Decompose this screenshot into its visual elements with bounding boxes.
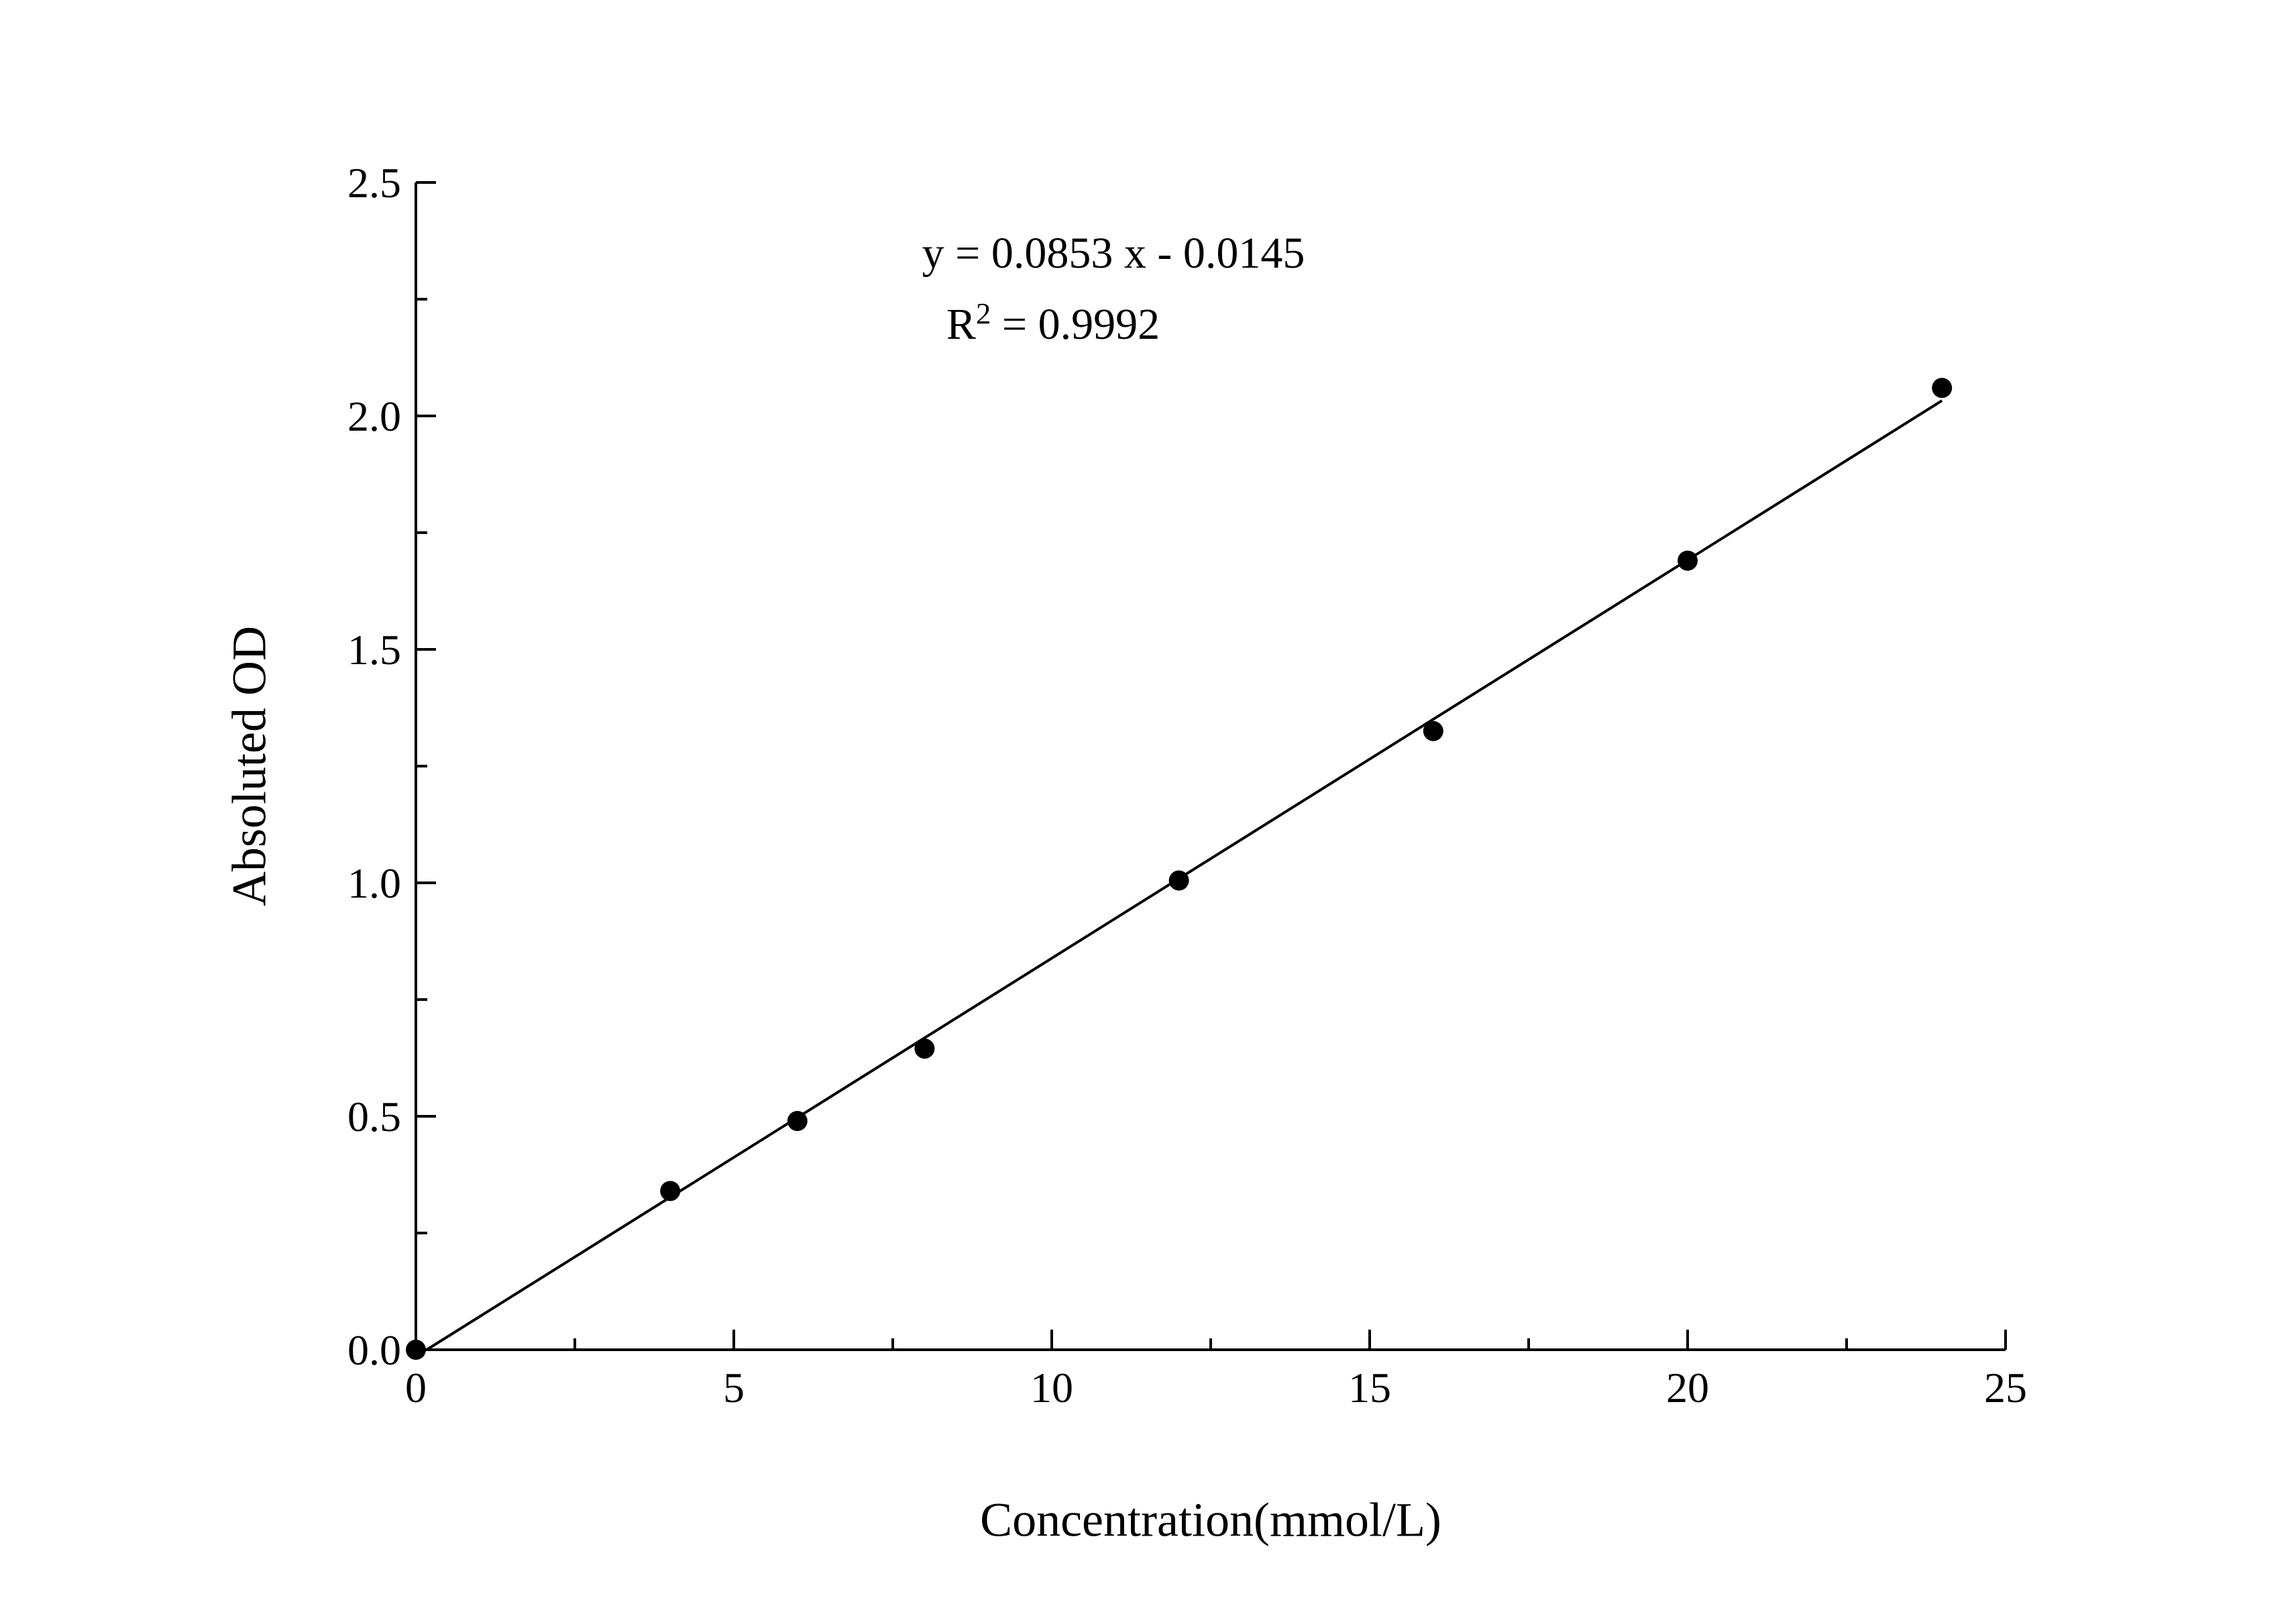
data-point: [1678, 550, 1698, 571]
x-tick-label: 20: [1666, 1364, 1709, 1411]
y-tick-label: 2.0: [347, 392, 401, 440]
y-tick-label: 1.0: [347, 859, 401, 907]
x-axis-title: Concentration(mmol/L): [980, 1493, 1441, 1547]
x-tick-label: 0: [405, 1364, 427, 1411]
data-point: [1423, 720, 1443, 741]
fit-equation-text: y = 0.0853 x - 0.0145: [922, 229, 1305, 278]
y-tick-label: 0.0: [347, 1326, 401, 1374]
x-tick-label: 15: [1348, 1364, 1391, 1411]
fit-r-squared-text: R2 = 0.9992: [946, 299, 1160, 350]
x-tick-label: 10: [1030, 1364, 1073, 1411]
data-point: [1932, 378, 1953, 398]
data-point: [406, 1340, 426, 1360]
y-tick-label: 1.5: [347, 626, 401, 674]
r-squared-base: R: [946, 300, 976, 349]
y-tick-label: 2.5: [347, 159, 401, 207]
r-squared-exponent: 2: [975, 297, 991, 330]
y-tick-label: 0.5: [347, 1093, 401, 1140]
r-squared-value: = 0.9992: [991, 300, 1160, 349]
data-point: [787, 1110, 808, 1131]
data-point: [914, 1038, 935, 1059]
data-point: [1168, 870, 1189, 891]
data-point: [660, 1181, 681, 1201]
x-tick-label: 5: [723, 1364, 745, 1411]
y-axis-title: Absoluted OD: [222, 626, 276, 906]
x-tick-label: 25: [1984, 1364, 2027, 1411]
